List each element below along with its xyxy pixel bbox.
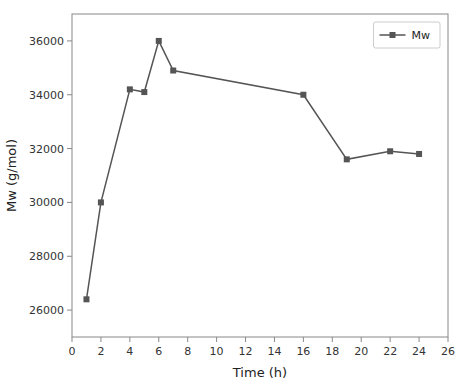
y-tick	[67, 202, 72, 203]
legend-box	[374, 22, 441, 48]
x-tick	[129, 337, 130, 342]
y-tick-label: 30000	[29, 196, 64, 209]
marker	[127, 86, 133, 92]
x-tick	[158, 337, 159, 342]
x-tick	[245, 337, 246, 342]
marker	[170, 68, 176, 74]
x-tick-label: 8	[184, 345, 191, 358]
x-tick	[332, 337, 333, 342]
marker	[387, 148, 393, 154]
x-tick	[187, 337, 188, 342]
marker	[83, 296, 89, 302]
legend: Mw	[374, 22, 441, 48]
y-tick-label: 34000	[29, 89, 64, 102]
x-tick	[419, 337, 420, 342]
x-axis-label: Time (h)	[232, 365, 287, 380]
x-tick	[274, 337, 275, 342]
marker	[416, 151, 422, 157]
y-axis-label: Mw (g/mol)	[4, 139, 19, 212]
marker	[141, 89, 147, 95]
chart: 0246810121416182022242626000280003000032…	[0, 0, 462, 389]
legend-label: Mw	[412, 29, 431, 42]
y-tick	[67, 310, 72, 311]
line	[86, 41, 419, 299]
marker	[344, 156, 350, 162]
y-tick	[67, 40, 72, 41]
y-tick	[67, 94, 72, 95]
marker	[156, 38, 162, 44]
x-tick-label: 6	[155, 345, 162, 358]
y-tick-label: 36000	[29, 35, 64, 48]
x-tick	[100, 337, 101, 342]
y-tick	[67, 148, 72, 149]
legend-marker	[390, 32, 396, 38]
marker	[300, 92, 306, 98]
x-tick-label: 24	[412, 345, 426, 358]
y-tick-label: 26000	[29, 304, 64, 317]
x-tick	[303, 337, 304, 342]
marker	[98, 199, 104, 205]
plot-area	[83, 38, 422, 302]
x-tick-label: 16	[296, 345, 310, 358]
x-tick-label: 12	[239, 345, 253, 358]
y-tick-label: 32000	[29, 143, 64, 156]
x-tick-label: 20	[354, 345, 368, 358]
x-tick-label: 14	[267, 345, 281, 358]
x-tick	[448, 337, 449, 342]
x-tick-label: 10	[210, 345, 224, 358]
x-tick	[72, 337, 73, 342]
x-tick	[216, 337, 217, 342]
x-tick-label: 4	[126, 345, 133, 358]
x-tick	[390, 337, 391, 342]
x-tick-label: 22	[383, 345, 397, 358]
x-tick-label: 18	[325, 345, 339, 358]
x-tick-label: 2	[97, 345, 104, 358]
x-tick-label: 0	[69, 345, 76, 358]
x-tick-label: 26	[441, 345, 455, 358]
x-tick	[361, 337, 362, 342]
y-tick	[67, 256, 72, 257]
plot-frame	[72, 14, 448, 337]
y-tick-label: 28000	[29, 250, 64, 263]
